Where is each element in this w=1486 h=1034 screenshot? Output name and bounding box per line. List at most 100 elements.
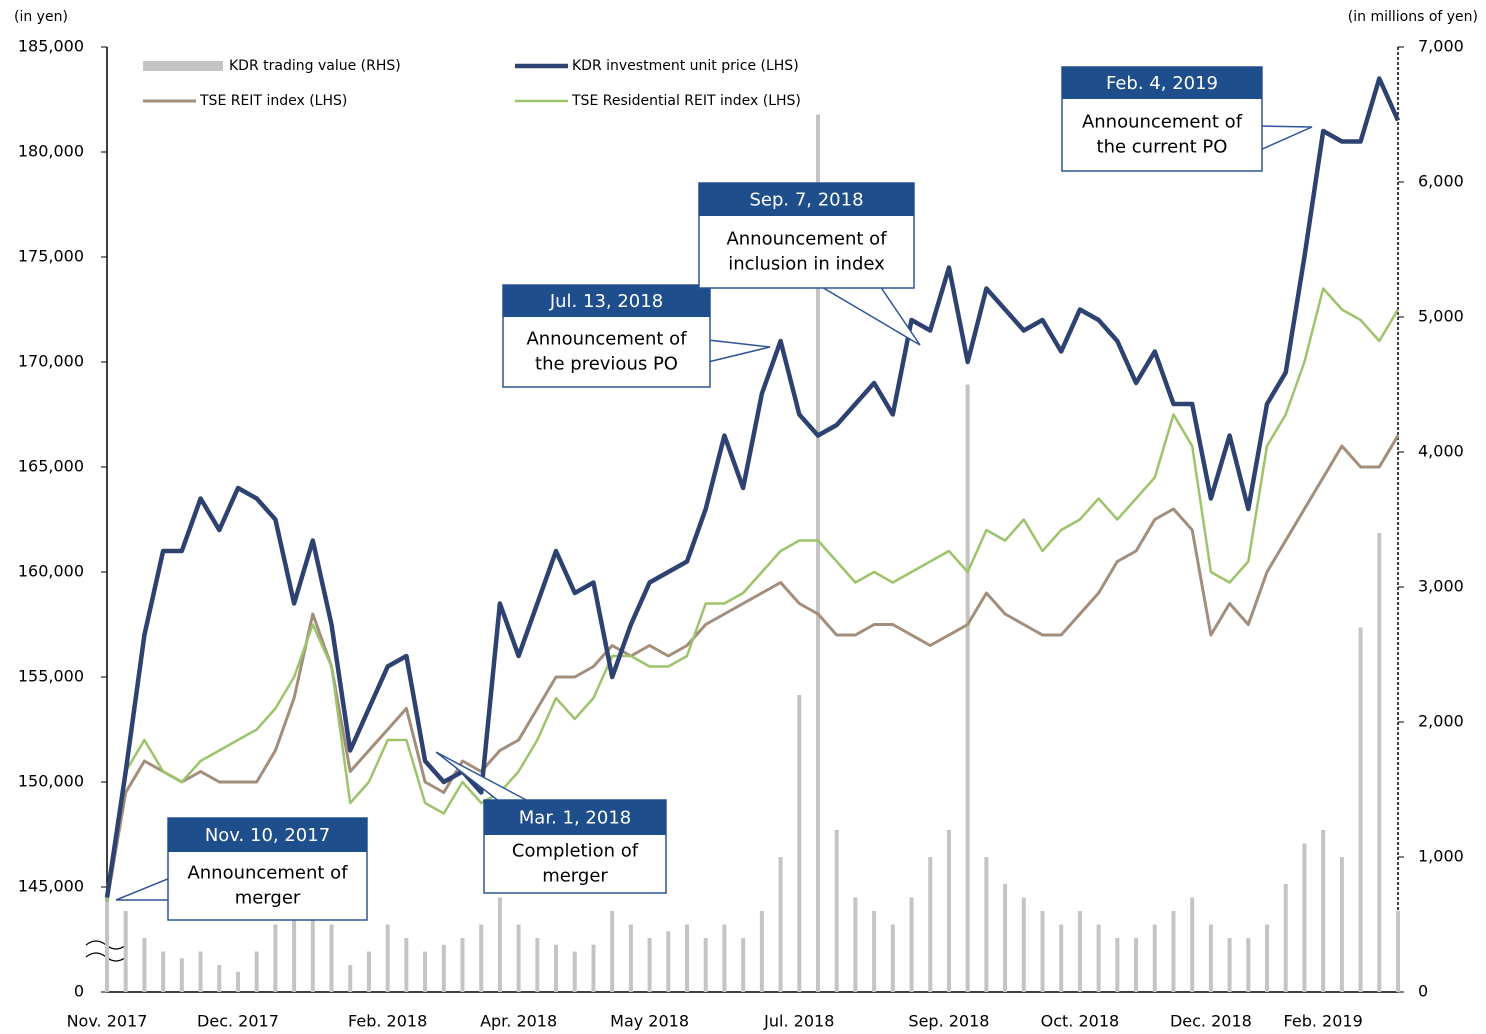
bar [666,931,671,992]
bar [1059,924,1064,992]
y-tick-label: 160,000 [18,562,84,581]
callout-text: Announcement of [187,863,348,884]
bar [1171,911,1176,992]
y-tick-label: 175,000 [18,247,84,266]
bar [292,911,297,992]
x-tick-label: Apr. 2018 [480,1012,557,1031]
bar [497,897,502,992]
callout-date: Jul. 13, 2018 [549,291,663,312]
bar [1339,857,1344,992]
bar [1134,938,1139,992]
callout-text: the current PO [1097,137,1228,158]
bar [685,924,690,992]
x-tick-label: Nov. 2017 [67,1012,148,1031]
bar [460,938,465,992]
bar [479,924,484,992]
x-tick-label: May 2018 [610,1012,689,1031]
bar [1077,911,1082,992]
bar [909,897,914,992]
axes [85,47,1399,993]
callout-date: Nov. 10, 2017 [205,825,330,846]
bar [872,911,877,992]
bar [797,695,802,992]
callout-date: Feb. 4, 2019 [1106,73,1218,94]
y-tick-label: 155,000 [18,667,84,686]
bar [142,938,147,992]
bar [1396,911,1400,992]
bar [834,830,839,992]
bar [647,938,652,992]
bar [703,938,708,992]
bar [853,897,858,992]
callout-header [484,800,666,835]
x-tick-label: Feb. 2019 [1284,1012,1363,1031]
bar [1377,533,1382,992]
line [104,76,1401,898]
legend-swatch [143,61,223,71]
y2-tick-label: 7,000 [1418,37,1464,56]
bar [1190,897,1195,992]
bar [535,938,540,992]
bar [123,911,128,992]
y2-tick-label: 6,000 [1418,172,1464,191]
y2-tick-label: 4,000 [1418,442,1464,461]
bar [554,944,559,992]
callout-date: Sep. 7, 2018 [749,190,863,211]
bar [1283,884,1288,992]
bar [1115,938,1120,992]
bar [610,911,615,992]
line [105,434,1400,902]
x-tick-label: Sep. 2018 [908,1012,989,1031]
bar [815,114,820,992]
legend-label: TSE REIT index (LHS) [199,93,347,109]
bar [385,924,390,992]
bar [1246,938,1251,992]
callout-text: merger [235,888,301,909]
bar [273,924,278,992]
y-tick-label: 145,000 [18,877,84,896]
bar [778,857,783,992]
callout-pointer [817,285,921,346]
bar [254,951,259,992]
y-axis-label: (in yen) [14,9,68,25]
bar [1227,938,1232,992]
callout: Jul. 13, 2018 Announcement of the previous… [502,284,771,388]
callout-text: inclusion in index [728,254,885,275]
bar [741,938,746,992]
bar [217,965,222,992]
callout: Sep. 7, 2018 Announcement of inclusion in … [698,182,921,346]
y-tick-label: 165,000 [18,457,84,476]
bar [1302,843,1307,992]
bar [1321,830,1326,992]
callout-header [699,183,914,216]
bar [1208,924,1213,992]
callout-header [503,285,710,317]
y2-axis-label: (in millions of yen) [1348,9,1478,25]
bar [572,951,577,992]
bar [105,897,109,992]
callout-text: Announcement of [526,329,687,350]
y2-tick-label: 5,000 [1418,307,1464,326]
bar [1152,924,1157,992]
y-tick-label: 185,000 [18,37,84,56]
callout-text: Announcement of [1082,112,1243,133]
y-tick-label: 180,000 [18,142,84,161]
bar [928,857,933,992]
bar [441,944,446,992]
callout-text: merger [542,866,608,887]
bar [628,924,633,992]
y2-tick-label: 1,000 [1418,847,1464,866]
bar [1003,884,1008,992]
bar [946,830,951,992]
line [105,287,1400,902]
x-tick-label: Jul. 2018 [763,1012,834,1031]
bar [198,951,203,992]
bar [890,924,895,992]
bar [329,924,334,992]
x-tick-label: Oct. 2018 [1041,1012,1120,1031]
x-tick-label: Dec. 2017 [197,1012,279,1031]
bar [1040,911,1045,992]
bar [1096,924,1101,992]
bar [1358,627,1363,992]
